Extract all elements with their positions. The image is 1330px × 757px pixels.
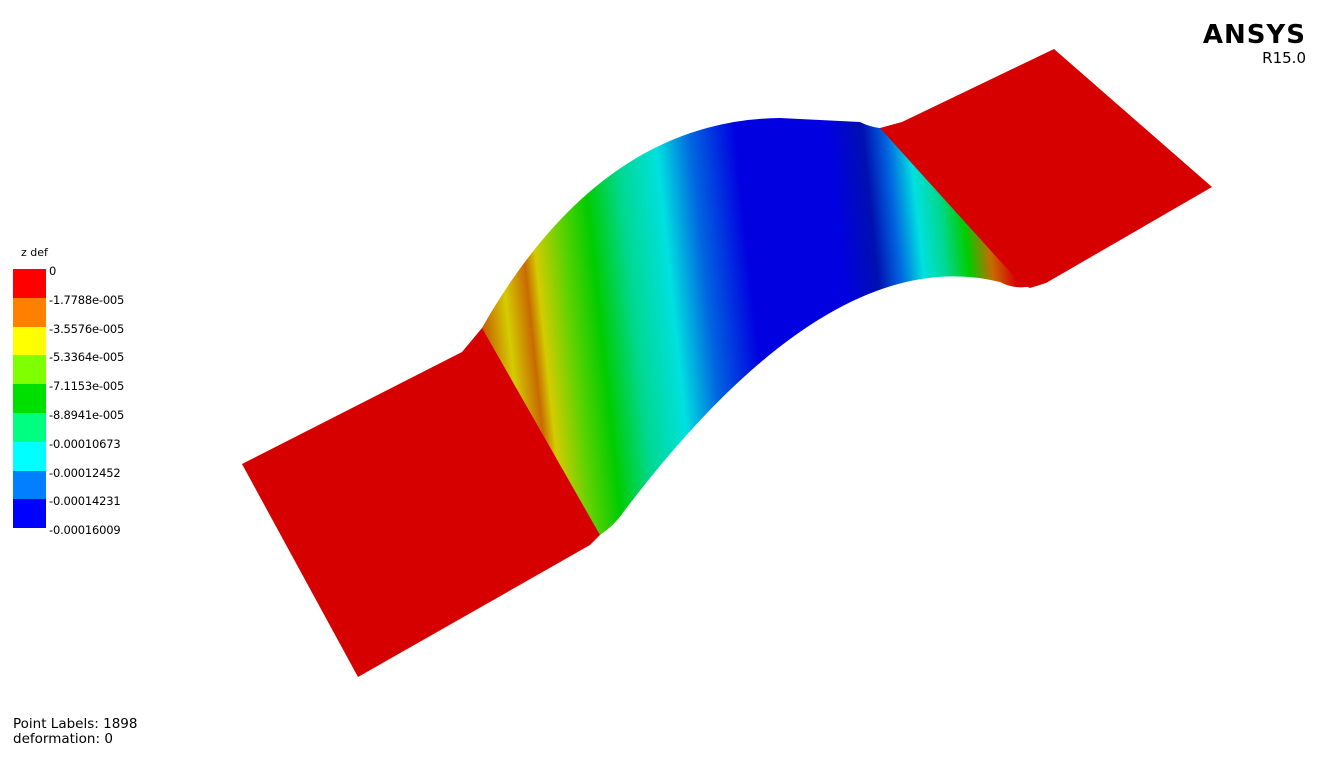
legend-tick-label: -8.8941e-005 [49, 408, 125, 422]
legend-swatch [13, 355, 46, 385]
legend-swatch [13, 412, 46, 442]
legend-tick-label: -7.1153e-005 [49, 379, 125, 394]
legend-tick-label: -0.00014231 [49, 494, 121, 509]
legend-swatch [13, 499, 46, 529]
deformation-text: deformation: 0 [13, 731, 113, 747]
brand-name: ANSYS [1202, 20, 1306, 50]
curved-bump-region [482, 118, 1032, 535]
right-flat-region [880, 49, 1212, 288]
status-readout: Point Labels: 1898 deformation: 0 [13, 717, 137, 747]
legend-tick-label: -0.00010673 [49, 436, 121, 451]
legend-swatches [13, 269, 46, 529]
legend-tick-label: -0.00016009 [49, 523, 121, 538]
legend-tick-label: 0 [49, 264, 57, 278]
ansys-logo: ANSYS R15.0 [1203, 22, 1306, 66]
legend-swatch [13, 297, 46, 327]
legend-tick-label: -3.5576e-005 [49, 321, 125, 336]
legend-tick-label: -5.3364e-005 [49, 350, 125, 365]
brand-version: R15.0 [1262, 49, 1306, 67]
legend-swatch [13, 441, 46, 471]
legend-tick-label: -1.7788e-005 [49, 292, 125, 307]
point-labels-text: Point Labels: 1898 [13, 716, 138, 732]
legend-swatch [13, 384, 46, 413]
legend-tick-label: -0.00012452 [49, 465, 121, 480]
left-flat-region [242, 317, 610, 677]
legend-swatch [13, 269, 46, 298]
legend-swatch [13, 470, 46, 500]
legend-title: z def [21, 246, 48, 259]
legend-swatch [13, 326, 46, 356]
